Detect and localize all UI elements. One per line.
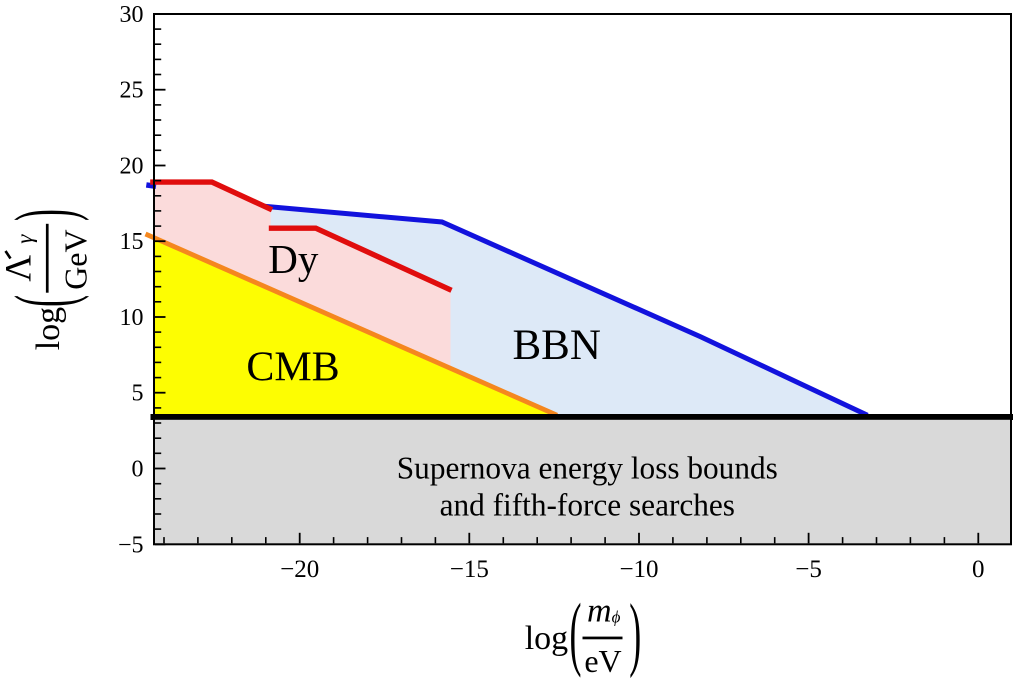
svg-text:−20: −20 bbox=[280, 556, 319, 583]
svg-text:20: 20 bbox=[120, 154, 144, 180]
svg-text:eV: eV bbox=[584, 643, 621, 679]
svg-text:and fifth-force searches: and fifth-force searches bbox=[440, 488, 735, 523]
svg-text:−10: −10 bbox=[619, 556, 658, 583]
svg-text:): ) bbox=[0, 209, 90, 221]
svg-text:log: log bbox=[30, 307, 67, 350]
svg-text:0: 0 bbox=[132, 457, 144, 483]
svg-text:5: 5 bbox=[132, 381, 144, 407]
svg-text:0: 0 bbox=[972, 556, 985, 583]
svg-text:BBN: BBN bbox=[512, 322, 600, 369]
svg-text:CMB: CMB bbox=[246, 345, 339, 391]
svg-text:Dy: Dy bbox=[268, 236, 319, 282]
svg-text:30: 30 bbox=[120, 2, 144, 28]
svg-text:(: ( bbox=[570, 586, 582, 678]
svg-text:γ: γ bbox=[12, 234, 37, 244]
svg-text:−5: −5 bbox=[118, 532, 144, 558]
svg-text:10: 10 bbox=[120, 305, 144, 331]
svg-text:−5: −5 bbox=[795, 556, 822, 583]
svg-text:−15: −15 bbox=[450, 556, 489, 583]
svg-text:Supernova energy loss bounds: Supernova energy loss bounds bbox=[397, 450, 778, 485]
svg-text:Λ: Λ bbox=[0, 255, 40, 282]
svg-text:log: log bbox=[525, 620, 568, 657]
svg-text:15: 15 bbox=[120, 229, 144, 255]
svg-text:GeV: GeV bbox=[58, 229, 94, 289]
svg-text:): ) bbox=[629, 587, 641, 679]
svg-text:(: ( bbox=[0, 295, 90, 307]
svg-text:25: 25 bbox=[120, 78, 144, 104]
